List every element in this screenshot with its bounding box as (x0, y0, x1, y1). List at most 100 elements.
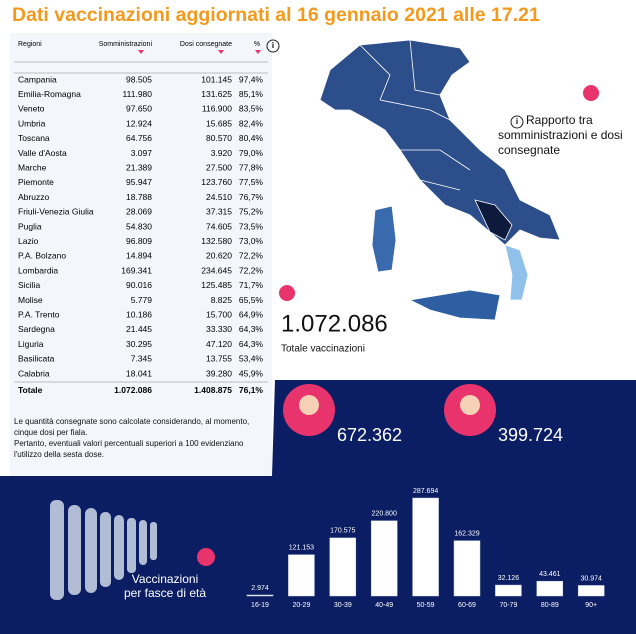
table-total: 1.408.875 (194, 385, 232, 395)
table-cell: Lombardia (18, 265, 58, 275)
table-cell: 45,9% (239, 368, 264, 378)
table-cell: 80,4% (239, 133, 264, 143)
table-cell: Basilicata (18, 354, 55, 364)
table-cell: 24.510 (206, 192, 232, 202)
table-cell: 12.924 (126, 118, 152, 128)
women-count: 672.362 (337, 425, 402, 445)
table-cell: 30.295 (126, 339, 152, 349)
table-cell: 111.980 (123, 89, 153, 99)
table-cell: 95.947 (126, 177, 152, 187)
table-cell: 73,0% (239, 236, 264, 246)
table-cell: Lazio (18, 236, 39, 246)
flower (279, 285, 295, 301)
table-cell: Sicilia (18, 280, 40, 290)
column-header: Regioni (18, 41, 42, 48)
map-caption: Rapporto tra somministrazioni e dosi con… (498, 113, 623, 157)
table-cell: 101.145 (201, 74, 232, 84)
table-cell: Emilia-Romagna (18, 89, 81, 99)
table-cell: Veneto (18, 104, 45, 114)
value-label: 2.974 (251, 585, 269, 592)
info-icon (510, 115, 524, 129)
table-cell: Toscana (18, 133, 50, 143)
table-cell: 97.650 (126, 104, 152, 114)
table-cell: 21.389 (126, 162, 152, 172)
bar (536, 580, 564, 597)
men-count: 399.724 (498, 425, 563, 445)
table-cell: Valle d'Aosta (18, 148, 67, 158)
category-label: 80-89 (541, 602, 559, 609)
table-cell: 131.625 (201, 89, 232, 99)
table-cell: 90.016 (126, 280, 152, 290)
table-panel (10, 33, 272, 478)
value-label: 30.974 (580, 575, 602, 582)
category-label: 90+ (585, 602, 597, 609)
table: Regioni Somministrazioni Dosi consegnate % C… (18, 41, 263, 395)
table-cell: 77,8% (239, 162, 264, 172)
table-total: 76,1% (239, 385, 264, 395)
table-cell: 64.756 (126, 133, 152, 143)
category-label: 16-19 (251, 602, 269, 609)
table-cell: 83,5% (239, 104, 264, 114)
table-cell: 65,5% (239, 295, 264, 305)
info-icon-i: i (272, 41, 274, 50)
note: Pertanto, eventuali valori percentuali s… (14, 439, 244, 459)
table-cell: 98.505 (126, 74, 152, 84)
table-cell: 5.779 (131, 295, 153, 305)
table-cell: P.A. Trento (18, 309, 60, 319)
sort-icon (218, 50, 224, 54)
table-cell: 3.097 (131, 148, 153, 158)
table-cell: Calabria (18, 368, 50, 378)
total-label: Totale vaccinazioni (281, 344, 365, 355)
bar (577, 585, 605, 597)
table-cell: 75,2% (239, 207, 264, 217)
category-label: 20-29 (292, 602, 310, 609)
table-cell: 14.894 (126, 251, 152, 261)
table-cell: 74.605 (206, 221, 232, 231)
title: Dati vaccinazioni aggiornati al 16 genna… (12, 4, 540, 26)
value-label: 170.575 (330, 528, 355, 535)
table-cell: 28.069 (126, 207, 152, 217)
table-cell: 37.315 (206, 207, 232, 217)
category-label: 30-39 (334, 602, 352, 609)
bar (412, 497, 439, 597)
table-cell: 21.445 (126, 324, 152, 334)
table-cell: Abruzzo (18, 192, 49, 202)
bar (495, 584, 522, 597)
chart-title: Vaccinazioni per fasce di età (123, 572, 207, 600)
table-cell: 64,3% (239, 324, 264, 334)
table-cell: 33.330 (206, 324, 232, 334)
note: Le quantità consegnate sono calcolate co… (14, 417, 250, 437)
table-cell: 3.920 (211, 148, 233, 158)
table-total: 1.072.086 (114, 385, 152, 395)
flower (197, 548, 215, 566)
column-header: Somministrazioni (99, 41, 153, 48)
table-cell: 64,9% (239, 309, 264, 319)
category-label: 40-49 (375, 602, 393, 609)
table-cell: Umbria (18, 118, 46, 128)
bar (329, 537, 357, 597)
table-cell: 18.788 (126, 192, 152, 202)
table-cell: 73,5% (239, 221, 264, 231)
table-cell: 77,5% (239, 177, 264, 187)
table-cell: 8.825 (211, 295, 233, 305)
table-cell: 72,2% (239, 265, 264, 275)
map (319, 39, 561, 321)
table-cell: 20.620 (206, 251, 232, 261)
column-header: Dosi consegnate (180, 41, 232, 48)
value-label: 32.126 (498, 575, 520, 582)
table-cell: 132.580 (201, 236, 232, 246)
table-cell: 15.685 (206, 118, 232, 128)
table-cell: Liguria (18, 339, 44, 349)
crowd (50, 500, 157, 600)
table-cell: 54.830 (126, 221, 152, 231)
table-cell: 96.809 (126, 236, 152, 246)
table-cell: 123.760 (201, 177, 232, 187)
table-cell: Friuli-Venezia Giulia (18, 207, 94, 217)
table-cell: Sardegna (18, 324, 55, 334)
table-cell: Marche (18, 162, 47, 172)
table-cell: 18.041 (126, 368, 152, 378)
category-label: 60-69 (458, 602, 476, 609)
table-cell: 80.570 (206, 133, 232, 143)
table-cell: 15.700 (206, 309, 232, 319)
category-label: 50-59 (417, 602, 435, 609)
